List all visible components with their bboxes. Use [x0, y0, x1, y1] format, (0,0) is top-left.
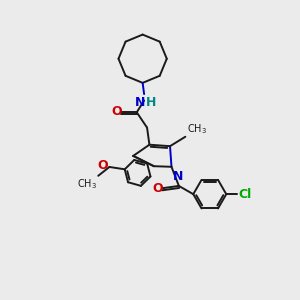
- Text: O: O: [111, 105, 122, 118]
- Text: N: N: [135, 96, 146, 110]
- Text: N: N: [173, 170, 183, 183]
- Text: CH$_3$: CH$_3$: [187, 122, 206, 136]
- Text: CH$_3$: CH$_3$: [77, 177, 97, 191]
- Text: O: O: [98, 159, 108, 172]
- Text: Cl: Cl: [238, 188, 252, 201]
- Text: O: O: [152, 182, 163, 195]
- Text: H: H: [146, 96, 156, 110]
